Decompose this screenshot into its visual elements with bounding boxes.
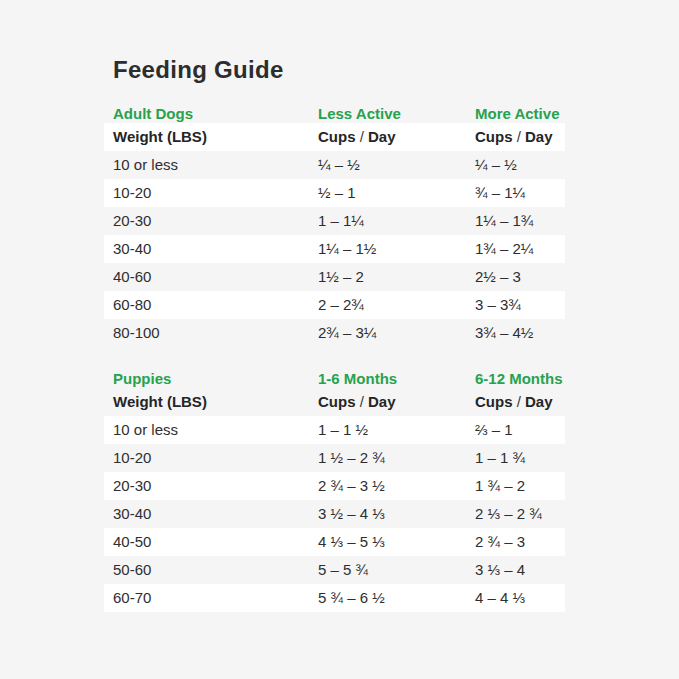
slash-separator: /	[360, 393, 364, 410]
table-row: 10-20 ½ – 1 ¾ – 1¼	[104, 179, 565, 207]
table-row: 30-40 3 ½ – 4 ⅓ 2 ⅓ – 2 ¾	[104, 500, 565, 528]
months-1-6-cell: 4 ⅓ – 5 ⅓	[318, 528, 475, 556]
section-title-adult-dogs: Adult Dogs	[113, 105, 318, 122]
day-word: Day	[368, 128, 396, 145]
weight-cell: 10 or less	[113, 416, 318, 444]
months-6-12-cell: ⅔ – 1	[475, 416, 565, 444]
weight-cell: 80-100	[113, 319, 318, 347]
months-1-6-cell: 1 ½ – 2 ¾	[318, 444, 475, 472]
months-1-6-cell: 1 – 1 ½	[318, 416, 475, 444]
slash-separator: /	[360, 128, 364, 145]
months-6-12-cell: 3 ⅓ – 4	[475, 556, 565, 584]
slash-separator: /	[517, 393, 521, 410]
feeding-guide-page: { "page": { "title": "Feeding Guide", "b…	[0, 0, 679, 679]
months-6-12-cell: 4 – 4 ⅓	[475, 584, 565, 612]
table-row: 80-100 2¾ – 3¼ 3¾ – 4½	[104, 319, 565, 347]
less-active-cell: 1 – 1¼	[318, 207, 475, 235]
col-header-more-active: More Active	[475, 105, 565, 122]
cups-per-day-label: Cups / Day	[475, 388, 565, 416]
weight-cell: 60-80	[113, 291, 318, 319]
months-1-6-cell: 5 – 5 ¾	[318, 556, 475, 584]
col-header-less-active: Less Active	[318, 105, 475, 122]
cups-word: Cups	[475, 393, 513, 410]
table-row: 10 or less ¼ – ½ ¼ – ½	[104, 151, 565, 179]
more-active-cell: ¾ – 1¼	[475, 179, 565, 207]
puppies-header-row: Puppies 1-6 Months 6-12 Months	[104, 368, 565, 388]
slash-separator: /	[517, 128, 521, 145]
puppies-section: Puppies 1-6 Months 6-12 Months Weight (L…	[104, 368, 565, 612]
cups-per-day-label: Cups / Day	[475, 123, 565, 151]
day-word: Day	[525, 128, 553, 145]
more-active-cell: ¼ – ½	[475, 151, 565, 179]
table-row: 10 or less 1 – 1 ½ ⅔ – 1	[104, 416, 565, 444]
less-active-cell: ½ – 1	[318, 179, 475, 207]
months-6-12-cell: 2 ⅓ – 2 ¾	[475, 500, 565, 528]
cups-word: Cups	[318, 128, 356, 145]
less-active-cell: 1¼ – 1½	[318, 235, 475, 263]
weight-cell: 30-40	[113, 500, 318, 528]
weight-cell: 40-50	[113, 528, 318, 556]
table-row: 10-20 1 ½ – 2 ¾ 1 – 1 ¾	[104, 444, 565, 472]
months-1-6-cell: 5 ¾ – 6 ½	[318, 584, 475, 612]
more-active-cell: 2½ – 3	[475, 263, 565, 291]
table-row: 50-60 5 – 5 ¾ 3 ⅓ – 4	[104, 556, 565, 584]
cups-per-day-label: Cups / Day	[318, 388, 475, 416]
adult-dogs-section: Adult Dogs Less Active More Active Weigh…	[104, 103, 565, 347]
weight-cell: 60-70	[113, 584, 318, 612]
weight-cell: 30-40	[113, 235, 318, 263]
day-word: Day	[368, 393, 396, 410]
weight-lbs-label: Weight (LBS)	[113, 123, 318, 151]
more-active-cell: 3¾ – 4½	[475, 319, 565, 347]
months-1-6-cell: 3 ½ – 4 ⅓	[318, 500, 475, 528]
table-row: 30-40 1¼ – 1½ 1¾ – 2¼	[104, 235, 565, 263]
more-active-cell: 1¼ – 1¾	[475, 207, 565, 235]
puppies-subheader-row: Weight (LBS) Cups / Day Cups / Day	[104, 388, 565, 416]
section-title-puppies: Puppies	[113, 370, 318, 387]
cups-word: Cups	[318, 393, 356, 410]
months-1-6-cell: 2 ¾ – 3 ½	[318, 472, 475, 500]
table-row: 60-70 5 ¾ – 6 ½ 4 – 4 ⅓	[104, 584, 565, 612]
adult-dogs-header-row: Adult Dogs Less Active More Active	[104, 103, 565, 123]
col-header-6-12-months: 6-12 Months	[475, 370, 565, 387]
page-title: Feeding Guide	[113, 56, 565, 84]
cups-per-day-label: Cups / Day	[318, 123, 475, 151]
weight-lbs-label: Weight (LBS)	[113, 388, 318, 416]
less-active-cell: 1½ – 2	[318, 263, 475, 291]
table-row: 20-30 2 ¾ – 3 ½ 1 ¾ – 2	[104, 472, 565, 500]
adult-subheader-row: Weight (LBS) Cups / Day Cups / Day	[104, 123, 565, 151]
weight-cell: 20-30	[113, 207, 318, 235]
table-row: 20-30 1 – 1¼ 1¼ – 1¾	[104, 207, 565, 235]
day-word: Day	[525, 393, 553, 410]
more-active-cell: 3 – 3¾	[475, 291, 565, 319]
months-6-12-cell: 1 ¾ – 2	[475, 472, 565, 500]
feeding-guide-content: Feeding Guide Adult Dogs Less Active Mor…	[104, 0, 565, 612]
weight-cell: 10-20	[113, 179, 318, 207]
months-6-12-cell: 1 – 1 ¾	[475, 444, 565, 472]
more-active-cell: 1¾ – 2¼	[475, 235, 565, 263]
table-row: 60-80 2 – 2¾ 3 – 3¾	[104, 291, 565, 319]
weight-cell: 10 or less	[113, 151, 318, 179]
weight-cell: 50-60	[113, 556, 318, 584]
cups-word: Cups	[475, 128, 513, 145]
table-row: 40-50 4 ⅓ – 5 ⅓ 2 ¾ – 3	[104, 528, 565, 556]
months-6-12-cell: 2 ¾ – 3	[475, 528, 565, 556]
weight-cell: 20-30	[113, 472, 318, 500]
table-row: 40-60 1½ – 2 2½ – 3	[104, 263, 565, 291]
weight-cell: 40-60	[113, 263, 318, 291]
weight-cell: 10-20	[113, 444, 318, 472]
less-active-cell: 2 – 2¾	[318, 291, 475, 319]
less-active-cell: ¼ – ½	[318, 151, 475, 179]
col-header-1-6-months: 1-6 Months	[318, 370, 475, 387]
less-active-cell: 2¾ – 3¼	[318, 319, 475, 347]
